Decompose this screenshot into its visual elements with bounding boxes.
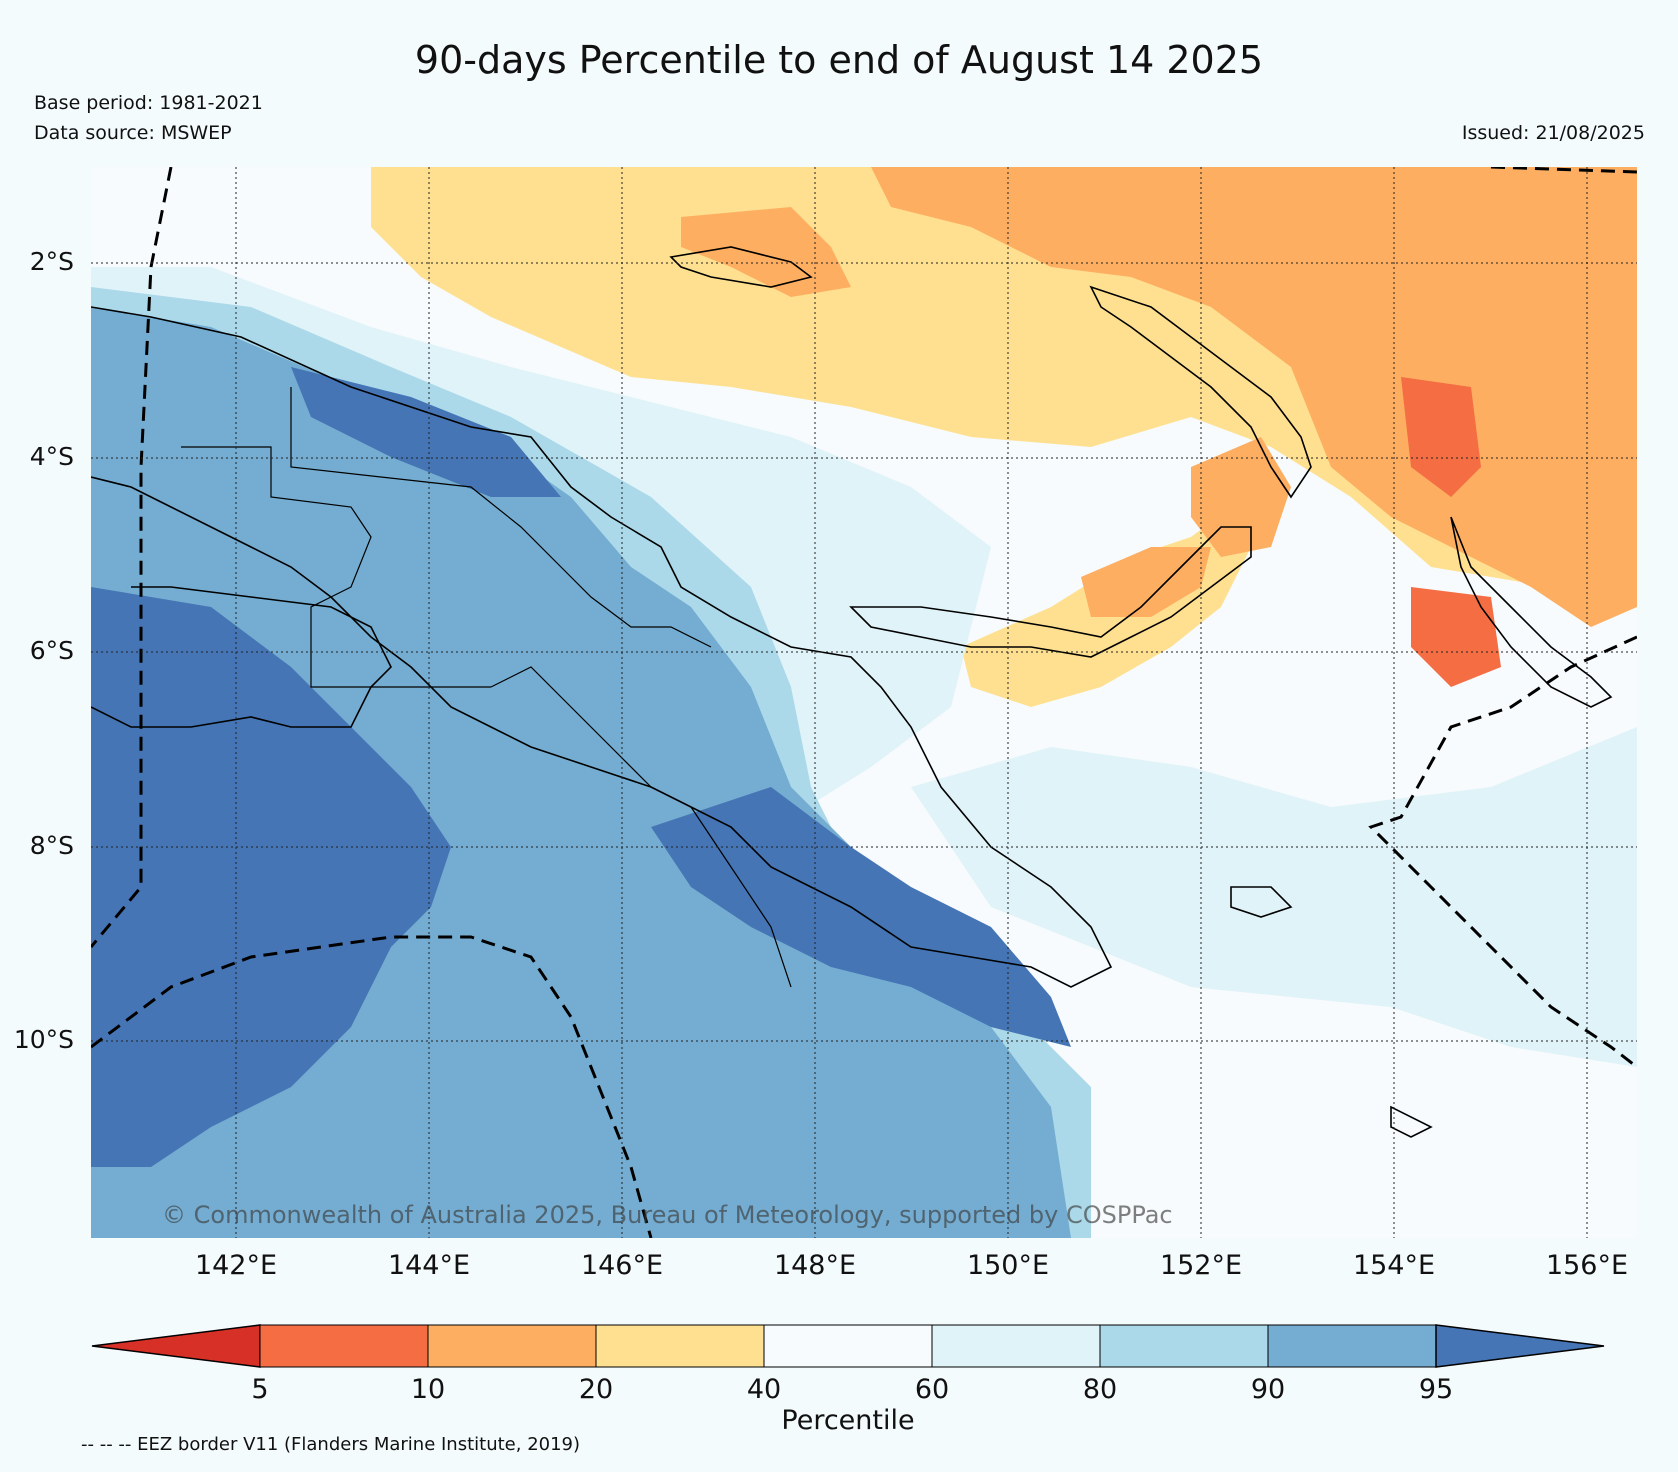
map-canvas bbox=[91, 167, 1637, 1238]
region-5-10-east bbox=[1401, 377, 1481, 497]
colorbar bbox=[91, 1324, 1605, 1368]
region-10-20-newireland bbox=[1191, 437, 1291, 557]
lon-label-142e: 142°E bbox=[194, 1250, 278, 1281]
colorbar-tick-5: 5 bbox=[251, 1374, 269, 1405]
lat-label-4s: 4°S bbox=[29, 442, 74, 471]
province-boundaries bbox=[181, 387, 792, 988]
colorbar-tick-10: 10 bbox=[410, 1374, 446, 1405]
eez-borders bbox=[91, 167, 1637, 1238]
lat-label-8s: 8°S bbox=[29, 831, 74, 860]
coastlines bbox=[91, 246, 1613, 1138]
region-10-20-newbritain bbox=[1081, 547, 1211, 617]
colorbar-5-10 bbox=[259, 1324, 429, 1368]
copyright-watermark: © Commonwealth of Australia 2025, Bureau… bbox=[162, 1201, 1173, 1229]
colorbar-10-20 bbox=[427, 1324, 597, 1368]
issued-date-text: Issued: 21/08/2025 bbox=[1461, 122, 1645, 144]
lon-label-152e: 152°E bbox=[1159, 1250, 1243, 1281]
region-above-95-southwest bbox=[91, 587, 451, 1167]
colorbar-tick-60: 60 bbox=[914, 1374, 950, 1405]
data-source-text: Data source: MSWEP bbox=[34, 122, 232, 144]
colorbar-tick-90: 90 bbox=[1250, 1374, 1286, 1405]
colorbar-title: Percentile bbox=[781, 1405, 915, 1436]
colorbar-80-90 bbox=[1099, 1324, 1269, 1368]
lon-label-156e: 156°E bbox=[1545, 1250, 1629, 1281]
colorbar-tick-80: 80 bbox=[1082, 1374, 1118, 1405]
colorbar-tick-20: 20 bbox=[578, 1374, 614, 1405]
lon-label-148e: 148°E bbox=[773, 1250, 857, 1281]
lat-label-6s: 6°S bbox=[29, 636, 74, 665]
percentile-map bbox=[91, 167, 1637, 1238]
lat-label-10s: 10°S bbox=[13, 1025, 74, 1054]
colorbar-below-5 bbox=[91, 1324, 261, 1368]
lon-label-146e: 146°E bbox=[580, 1250, 664, 1281]
lat-label-2s: 2°S bbox=[29, 247, 74, 276]
lon-label-150e: 150°E bbox=[966, 1250, 1050, 1281]
base-period-text: Base period: 1981-2021 bbox=[34, 92, 263, 114]
colorbar-90-95 bbox=[1267, 1324, 1437, 1368]
colorbar-tick-40: 40 bbox=[746, 1374, 782, 1405]
graticule bbox=[91, 167, 1637, 1238]
lon-label-144e: 144°E bbox=[387, 1250, 471, 1281]
eez-footnote: -- -- -- EEZ border V11 (Flanders Marine… bbox=[81, 1434, 581, 1455]
colorbar-above-95 bbox=[1435, 1324, 1605, 1368]
colorbar-40-60 bbox=[763, 1324, 933, 1368]
colorbar-20-40 bbox=[595, 1324, 765, 1368]
region-above-95-north bbox=[291, 367, 561, 497]
lon-label-154e: 154°E bbox=[1352, 1250, 1436, 1281]
region-60-80-east bbox=[911, 727, 1637, 1067]
region-10-20-northeast bbox=[871, 167, 1637, 627]
region-5-10-east2 bbox=[1411, 587, 1501, 687]
colorbar-tick-95: 95 bbox=[1418, 1374, 1454, 1405]
map-title: 90-days Percentile to end of August 14 2… bbox=[414, 38, 1264, 82]
colorbar-60-80 bbox=[931, 1324, 1101, 1368]
